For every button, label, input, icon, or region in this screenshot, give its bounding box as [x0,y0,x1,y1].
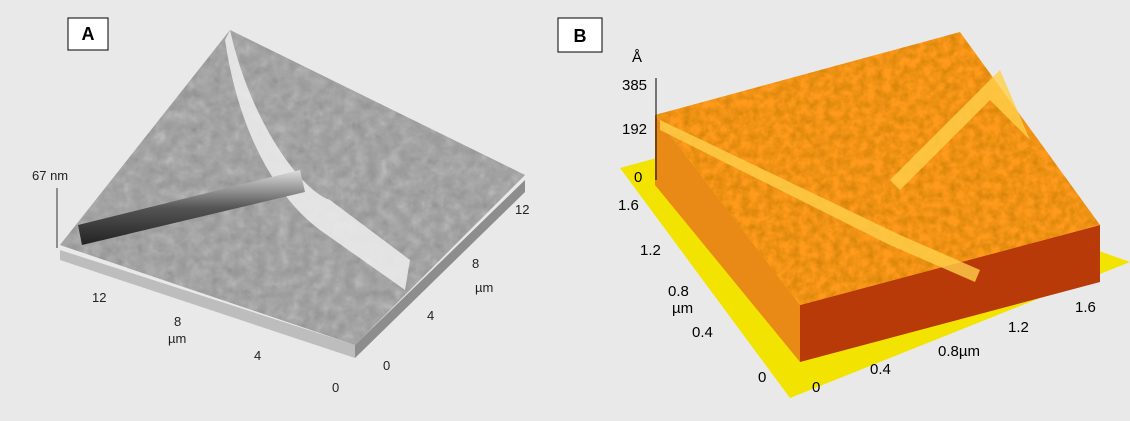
panel-label: A [82,24,95,44]
figure: A 67 nm 12 8 µm 4 0 12 8 µm 4 0 B Å 385 … [0,0,1130,421]
tick-label: 0 [758,369,766,386]
panel-label: B [574,26,587,46]
tick-label: 385 [622,77,647,94]
unit-label: Å [632,49,642,66]
tick-label: 1.6 [1075,299,1096,316]
unit-label: µm [168,331,186,346]
tick-label: 192 [622,121,647,138]
page: A 67 nm 12 8 µm 4 0 12 8 µm 4 0 B Å 385 … [0,0,1130,421]
tick-label: 12 [92,290,106,305]
tick-label: 8 [174,314,181,329]
tick-label: 12 [515,202,529,217]
panel-b: B Å 385 192 0 1.6 1.2 0.8 µm 0.4 0 0 0.4… [558,18,1130,398]
tick-label: 4 [427,308,434,323]
tick-label: 0.4 [870,361,891,378]
tick-label: 0.8µm [938,343,980,360]
tick-label: 0 [383,358,390,373]
tick-label: 0.8 [668,283,689,300]
tick-label: 0 [332,380,339,395]
tick-label: 4 [254,348,261,363]
tick-label: 1.6 [618,197,639,214]
tick-label: 0 [812,379,820,396]
unit-label: µm [672,300,693,317]
tick-label: 0.4 [692,324,713,341]
panel-a: A 67 nm 12 8 µm 4 0 12 8 µm 4 0 [32,18,529,395]
height-label: 67 nm [32,168,68,183]
tick-label: 0 [634,169,642,186]
tick-label: 1.2 [1008,319,1029,336]
tick-label: 8 [472,256,479,271]
unit-label: µm [475,280,493,295]
tick-label: 1.2 [640,242,661,259]
